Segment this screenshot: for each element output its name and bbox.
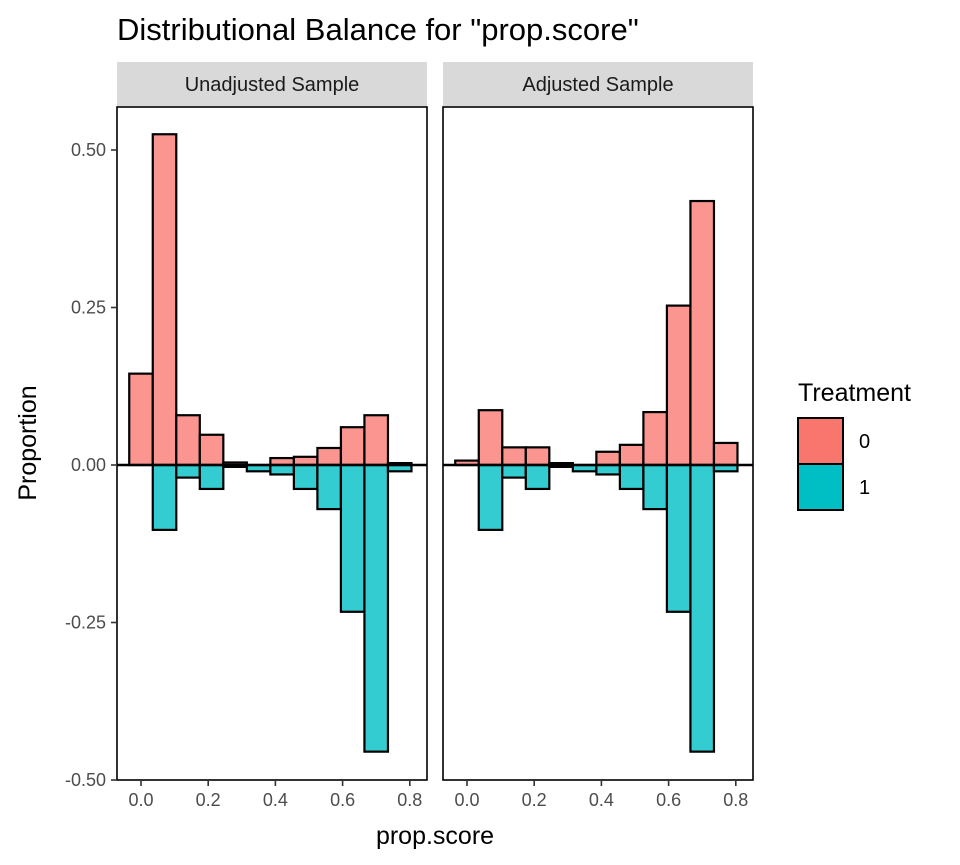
bar-treatment-1: [501, 463, 527, 479]
bar-treatment-1: [595, 463, 621, 476]
bar-treatment-0: [501, 446, 527, 467]
legend-label-0: 0: [859, 431, 870, 453]
bar-treatment-1: [618, 463, 645, 491]
bar-treatment-1: [689, 463, 716, 753]
bar-treatment-0: [689, 199, 716, 467]
y-tick-label: -0.25: [65, 613, 106, 633]
bar-treatment-0: [642, 410, 669, 467]
y-tick-label: 0.00: [71, 455, 106, 475]
bars: [454, 199, 739, 753]
bar-treatment-1: [151, 463, 178, 531]
x-axis: 0.0 0.2 0.4 0.6 0.8: [454, 780, 748, 810]
x-tick-label: 0.0: [454, 790, 479, 810]
facet-panel: Unadjusted Sample 0.0 0.2 0.4 0.6 0.8: [116, 62, 428, 810]
y-tick-label: 0.50: [71, 140, 106, 160]
chart-title: Distributional Balance for "prop.score": [117, 12, 639, 47]
legend-key-1: [797, 463, 844, 511]
bar-treatment-1: [477, 463, 504, 531]
bar-treatment-1: [198, 463, 225, 491]
panel-border: [116, 106, 428, 781]
legend-title: Treatment: [798, 379, 911, 407]
x-tick-label: 0.8: [397, 790, 422, 810]
bar-treatment-1: [642, 463, 669, 511]
bar-treatment-0: [292, 455, 319, 467]
x-tick-label: 0.4: [263, 790, 288, 810]
x-tick-label: 0.4: [589, 790, 614, 810]
facet-strip: [117, 62, 427, 106]
x-tick-label: 0.6: [330, 790, 355, 810]
facet-panel: Adjusted Sample 0.0 0.2 0.4 0.6 0.8: [442, 62, 754, 810]
bar-treatment-0: [665, 304, 692, 467]
panel-border: [442, 106, 754, 781]
bar-treatment-0: [524, 446, 551, 467]
facet-strip-label: Adjusted Sample: [522, 74, 673, 96]
bar-treatment-1: [363, 463, 390, 753]
facet-strip: [443, 62, 753, 106]
y-tick-label: 0.25: [71, 298, 106, 318]
bar-treatment-0: [595, 450, 621, 467]
bar-treatment-1: [292, 463, 319, 491]
bar-treatment-0: [316, 446, 343, 467]
bar-treatment-0: [712, 441, 739, 467]
bars: [128, 133, 413, 753]
bar-treatment-0: [477, 409, 504, 467]
bar-treatment-0: [128, 372, 154, 467]
bar-treatment-0: [363, 414, 390, 467]
x-tick-label: 0.8: [723, 790, 748, 810]
x-tick-label: 0.0: [128, 790, 153, 810]
bar-treatment-1: [524, 463, 551, 491]
legend-key-0: [797, 417, 844, 465]
bar-treatment-1: [316, 463, 343, 511]
bar-treatment-0: [618, 443, 645, 467]
y-axis-title: Proportion: [14, 385, 42, 500]
bar-treatment-1: [665, 463, 692, 613]
x-tick-label: 0.2: [522, 790, 547, 810]
y-tick-label: -0.50: [65, 770, 106, 790]
y-axis: 0.50 0.25 0.00 -0.25 -0.50: [65, 140, 117, 790]
bar-treatment-0: [198, 433, 225, 467]
x-axis-title: prop.score: [376, 822, 494, 850]
x-axis: 0.0 0.2 0.4 0.6 0.8: [128, 780, 422, 810]
bar-treatment-1: [269, 463, 295, 476]
bar-treatment-0: [175, 414, 201, 467]
bar-treatment-1: [339, 463, 366, 613]
x-tick-label: 0.2: [196, 790, 221, 810]
bar-treatment-0: [339, 426, 366, 467]
legend: Treatment 0 1: [797, 379, 911, 511]
legend-label-1: 1: [859, 477, 870, 499]
bar-treatment-0: [151, 133, 178, 467]
bar-treatment-1: [175, 463, 201, 479]
facet-strip-label: Unadjusted Sample: [185, 74, 360, 96]
x-tick-label: 0.6: [656, 790, 681, 810]
